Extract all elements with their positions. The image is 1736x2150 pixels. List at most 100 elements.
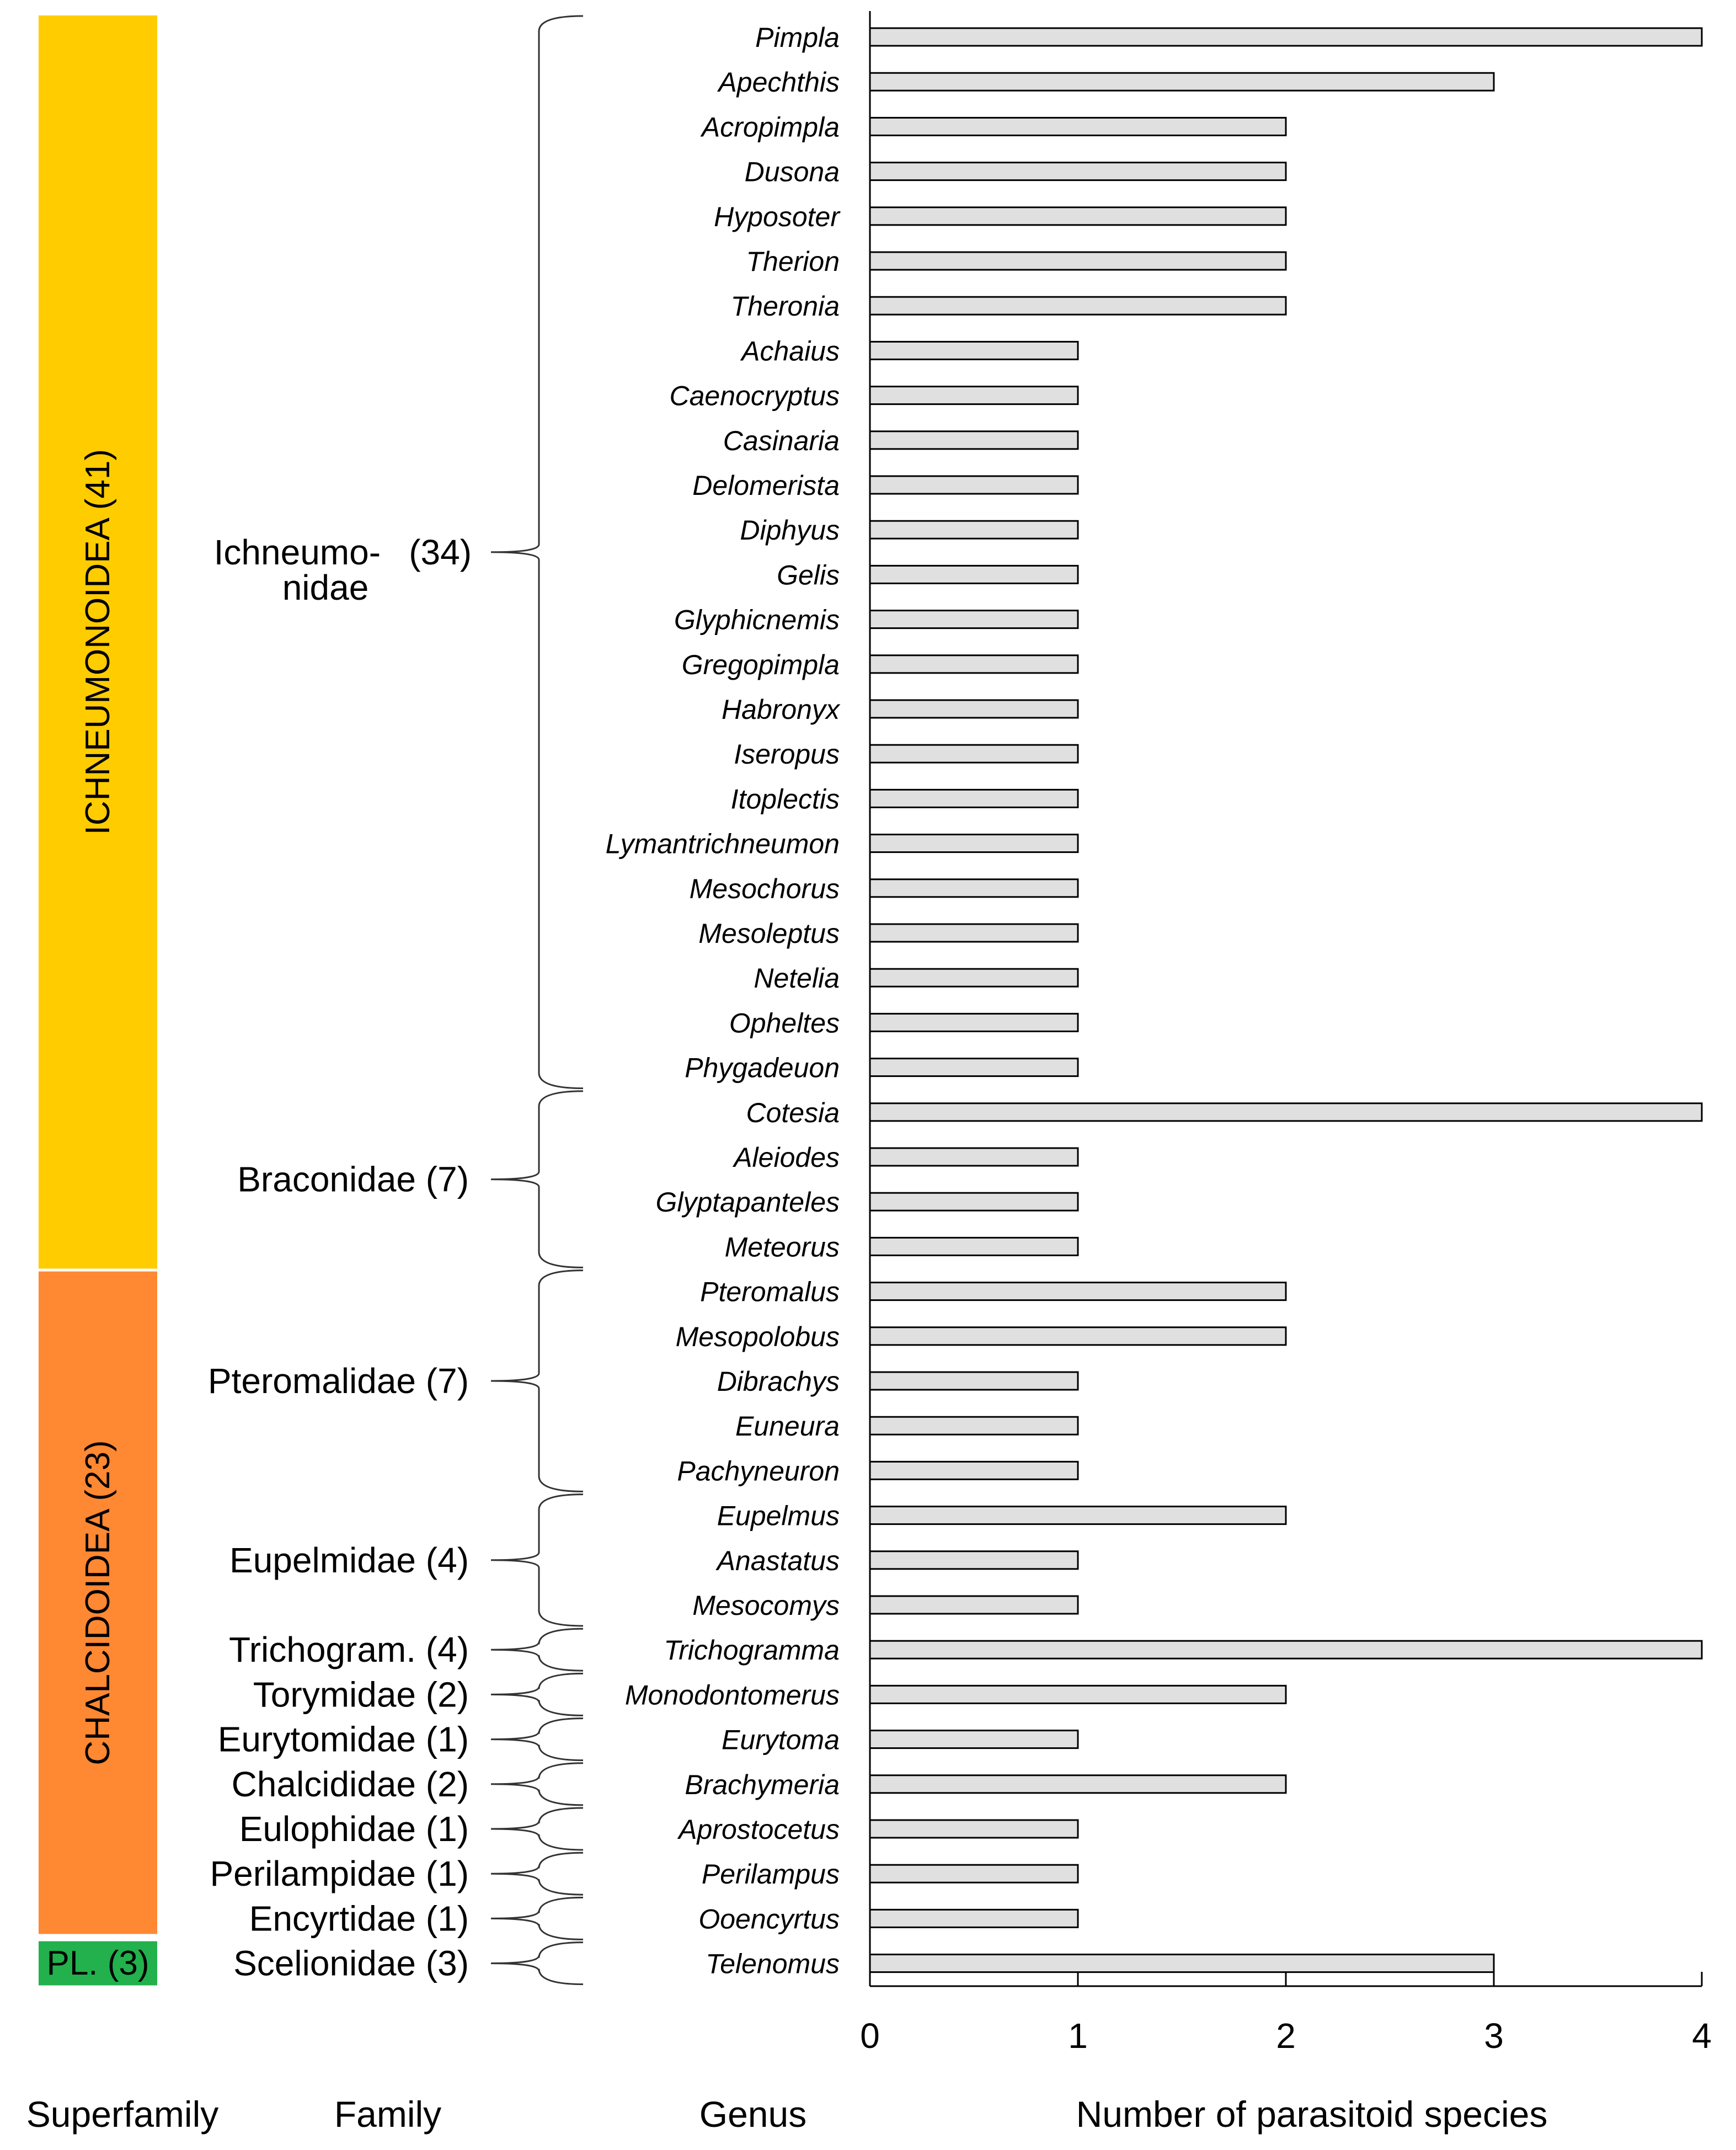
genus-label: Mesopolobus	[676, 1321, 840, 1352]
genus-label: Opheltes	[729, 1007, 840, 1038]
bar	[869, 788, 1079, 808]
bar	[869, 968, 1079, 988]
genus-label: Diphyus	[740, 515, 840, 546]
genus-label: Theronia	[731, 291, 840, 322]
genus-label: Mesochorus	[690, 873, 840, 904]
genus-label: Achaius	[740, 335, 840, 366]
genus-label: Anastatus	[715, 1545, 840, 1576]
genus-header: Genus	[699, 2094, 806, 2135]
x-tick-label: 3	[1484, 2016, 1504, 2056]
family-brace	[490, 1090, 584, 1268]
genus-label: Netelia	[754, 963, 840, 994]
bar	[869, 1774, 1287, 1794]
family-label: Torymidae (2)	[253, 1674, 469, 1714]
superfamily-label: PL. (3)	[46, 1944, 149, 1982]
genus-label: Pteromalus	[700, 1277, 840, 1308]
family-brace	[490, 1717, 584, 1762]
family-brace	[490, 1493, 584, 1627]
bar	[869, 1819, 1079, 1839]
bar	[869, 296, 1287, 316]
x-axis-title: Number of parasitoid species	[1076, 2094, 1548, 2135]
bar	[869, 1550, 1079, 1570]
bar	[869, 1684, 1287, 1704]
bar	[869, 1506, 1287, 1525]
family-count: (34)	[409, 532, 472, 572]
bar	[869, 1236, 1079, 1256]
bar	[869, 1147, 1079, 1167]
bar	[869, 251, 1287, 271]
genus-label: Phygadeuon	[685, 1053, 840, 1084]
bar	[869, 1326, 1287, 1346]
genus-label: Meteorus	[725, 1231, 840, 1262]
x-ticks: 0 1 2 3 4	[860, 1972, 1712, 2056]
superfamily-label: CHALCIDOIDEA (23)	[79, 1440, 117, 1765]
family-brace	[490, 1852, 584, 1896]
family-label: Ichneumo-	[214, 532, 381, 572]
bar	[869, 1416, 1079, 1436]
bar	[869, 1371, 1079, 1391]
genus-label: Ooencyrtus	[698, 1903, 840, 1934]
bar	[869, 878, 1079, 898]
genus-label: Glyphicnemis	[674, 605, 840, 636]
bar	[869, 386, 1079, 406]
genus-label: Acropimpla	[700, 111, 840, 142]
superfamily-box	[39, 1271, 157, 1934]
bar	[869, 1058, 1079, 1077]
bar	[869, 1192, 1079, 1212]
family-label: Scelionidae (3)	[233, 1944, 469, 1983]
bar	[869, 72, 1495, 92]
bar	[869, 1730, 1079, 1749]
bar	[869, 1102, 1703, 1122]
family-brace	[490, 1896, 584, 1940]
bar	[869, 520, 1079, 540]
bar	[869, 610, 1079, 629]
superfamily-header: Superfamily	[26, 2094, 218, 2135]
family-brace	[490, 1269, 584, 1492]
family-brace	[490, 1807, 584, 1851]
genus-label: Lymantrichneumon	[606, 829, 840, 860]
superfamily-box	[39, 1941, 157, 1986]
family-label: Braconidae (7)	[237, 1160, 469, 1199]
genus-label: Casinaria	[723, 425, 840, 456]
superfamily-column: ICHNEUMONOIDEA (41) CHALCIDOIDEA (23) PL. …	[39, 15, 157, 1986]
genus-label: Telenomus	[706, 1949, 840, 1980]
x-tick-label: 0	[860, 2016, 880, 2056]
genus-label: Delomerista	[692, 470, 840, 501]
bar	[869, 475, 1079, 495]
x-tick-label: 1	[1068, 2016, 1088, 2056]
bar	[869, 744, 1079, 764]
genus-label: Therion	[746, 246, 840, 277]
superfamily-label: ICHNEUMONOIDEA (41)	[79, 449, 117, 835]
genus-label: Aleiodes	[732, 1142, 840, 1173]
genus-label: Pimpla	[755, 22, 840, 53]
genus-label: Mesocomys	[692, 1590, 840, 1621]
bar	[869, 27, 1703, 47]
family-brace	[490, 1628, 584, 1672]
bar	[869, 1908, 1079, 1928]
family-label-line2: nidae	[282, 568, 369, 607]
family-brace	[490, 15, 584, 1090]
genus-label: Eurytoma	[722, 1725, 840, 1756]
family-braces	[490, 15, 584, 1986]
genus-label: Apechthis	[717, 67, 840, 98]
family-label: Eurytomidae (1)	[218, 1720, 469, 1759]
family-label: Eupelmidae (4)	[229, 1540, 469, 1580]
family-label: Perilampidae (1)	[210, 1854, 469, 1893]
family-label: Chalcididae (2)	[232, 1764, 469, 1804]
bars	[869, 27, 1703, 1973]
genus-label: Aprostocetus	[677, 1814, 840, 1845]
family-header: Family	[334, 2094, 441, 2135]
family-label: Pteromalidae (7)	[208, 1361, 469, 1401]
genus-label: Cotesia	[746, 1097, 840, 1128]
genus-label: Hyposoter	[714, 201, 841, 232]
superfamily-box	[39, 15, 157, 1269]
bar	[869, 834, 1079, 853]
family-column: Ichneumo- (34) nidae Braconidae (7) Pteromal…	[208, 532, 472, 1983]
bar	[869, 430, 1079, 450]
bar	[869, 923, 1079, 943]
bar	[869, 162, 1287, 182]
genus-label: Iseropus	[734, 739, 840, 770]
genus-label: Euneura	[735, 1411, 840, 1442]
x-tick-label: 4	[1692, 2016, 1712, 2056]
family-label: Trichogram. (4)	[229, 1630, 469, 1669]
